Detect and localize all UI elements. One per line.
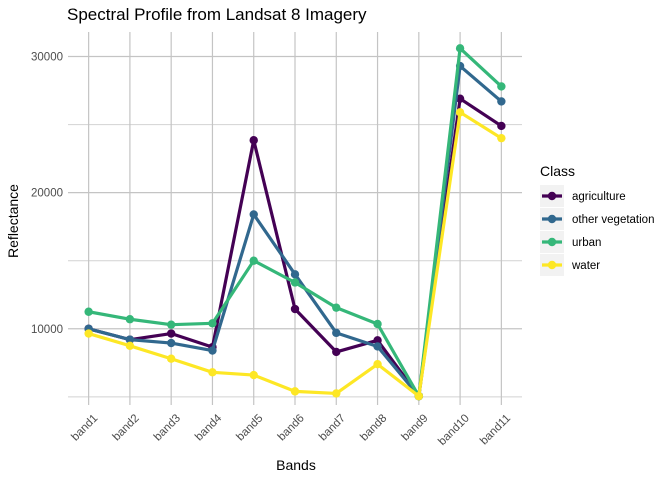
data-point-urban: [249, 256, 258, 265]
data-point-water: [373, 359, 382, 369]
data-point-water: [125, 341, 135, 350]
data-point-agriculture: [332, 347, 341, 357]
x-tick-label: band11: [478, 412, 513, 447]
data-point-water: [455, 108, 465, 117]
data-point-water: [166, 354, 176, 363]
data-point-urban: [290, 278, 300, 287]
data-point-water: [414, 391, 424, 401]
data-point-urban: [497, 82, 506, 91]
data-point-agriculture: [497, 121, 506, 131]
legend-label-water: water: [571, 260, 600, 272]
legend-label-other-vegetation: other vegetation: [572, 214, 654, 226]
x-tick-label: band8: [358, 412, 389, 443]
data-point-agriculture: [455, 94, 465, 103]
data-point-other-vegetation: [332, 328, 341, 338]
data-point-water: [332, 389, 341, 398]
data-point-urban: [166, 320, 176, 329]
x-tick-label: band2: [111, 412, 142, 443]
data-point-urban: [208, 319, 217, 328]
x-tick-label: band5: [234, 412, 265, 443]
legend-key-point-urban: [547, 237, 557, 247]
x-tick-label: band6: [276, 412, 307, 443]
data-point-water: [208, 368, 217, 377]
x-tick-label: band4: [193, 412, 225, 444]
legend-label-agriculture: agriculture: [572, 191, 626, 203]
x-tick-label: band7: [317, 412, 348, 443]
legend-key-point-agriculture: [547, 191, 557, 201]
data-point-other-vegetation: [290, 270, 300, 279]
data-point-agriculture: [166, 329, 176, 338]
x-tick-label: band10: [436, 412, 472, 448]
data-point-other-vegetation: [125, 335, 135, 344]
data-point-other-vegetation: [373, 342, 382, 351]
data-point-water: [290, 387, 300, 396]
legend: Class agriculture other vegetation urban wa…: [540, 163, 654, 276]
data-point-water: [497, 133, 506, 143]
y-tick-label: 30000: [31, 52, 63, 64]
data-point-other-vegetation: [497, 97, 506, 106]
data-point-urban: [125, 315, 135, 324]
legend-title: Class: [540, 163, 575, 179]
y-axis: 10000 20000 30000: [31, 52, 63, 336]
legend-key-point-other-vegetation: [547, 214, 557, 224]
data-point-agriculture: [249, 136, 258, 145]
chart-title: Spectral Profile from Landsat 8 Imagery: [67, 5, 367, 24]
data-point-urban: [332, 303, 341, 312]
data-point-other-vegetation: [166, 338, 176, 348]
data-point-water: [84, 329, 93, 338]
data-point-urban: [455, 44, 465, 53]
data-point-other-vegetation: [249, 210, 258, 219]
data-point-agriculture: [373, 336, 382, 345]
series-layer: [84, 44, 506, 401]
legend-key-point-water: [547, 260, 557, 270]
data-point-agriculture: [290, 304, 300, 314]
x-axis-title: Bands: [276, 457, 316, 473]
data-point-other-vegetation: [208, 346, 217, 355]
x-tick-label: band3: [152, 412, 183, 443]
data-point-water: [249, 370, 258, 380]
legend-label-urban: urban: [572, 237, 601, 249]
x-tick-label: band1: [69, 412, 100, 443]
y-tick-label: 10000: [31, 324, 63, 336]
x-tick-label: band9: [400, 412, 431, 443]
x-axis: band1 band2 band3 band4 band5 band6 band7 band8…: [69, 412, 513, 448]
data-point-urban: [84, 307, 93, 316]
y-axis-title: Reflectance: [5, 184, 21, 258]
data-point-urban: [373, 319, 382, 329]
y-tick-label: 20000: [31, 188, 63, 200]
